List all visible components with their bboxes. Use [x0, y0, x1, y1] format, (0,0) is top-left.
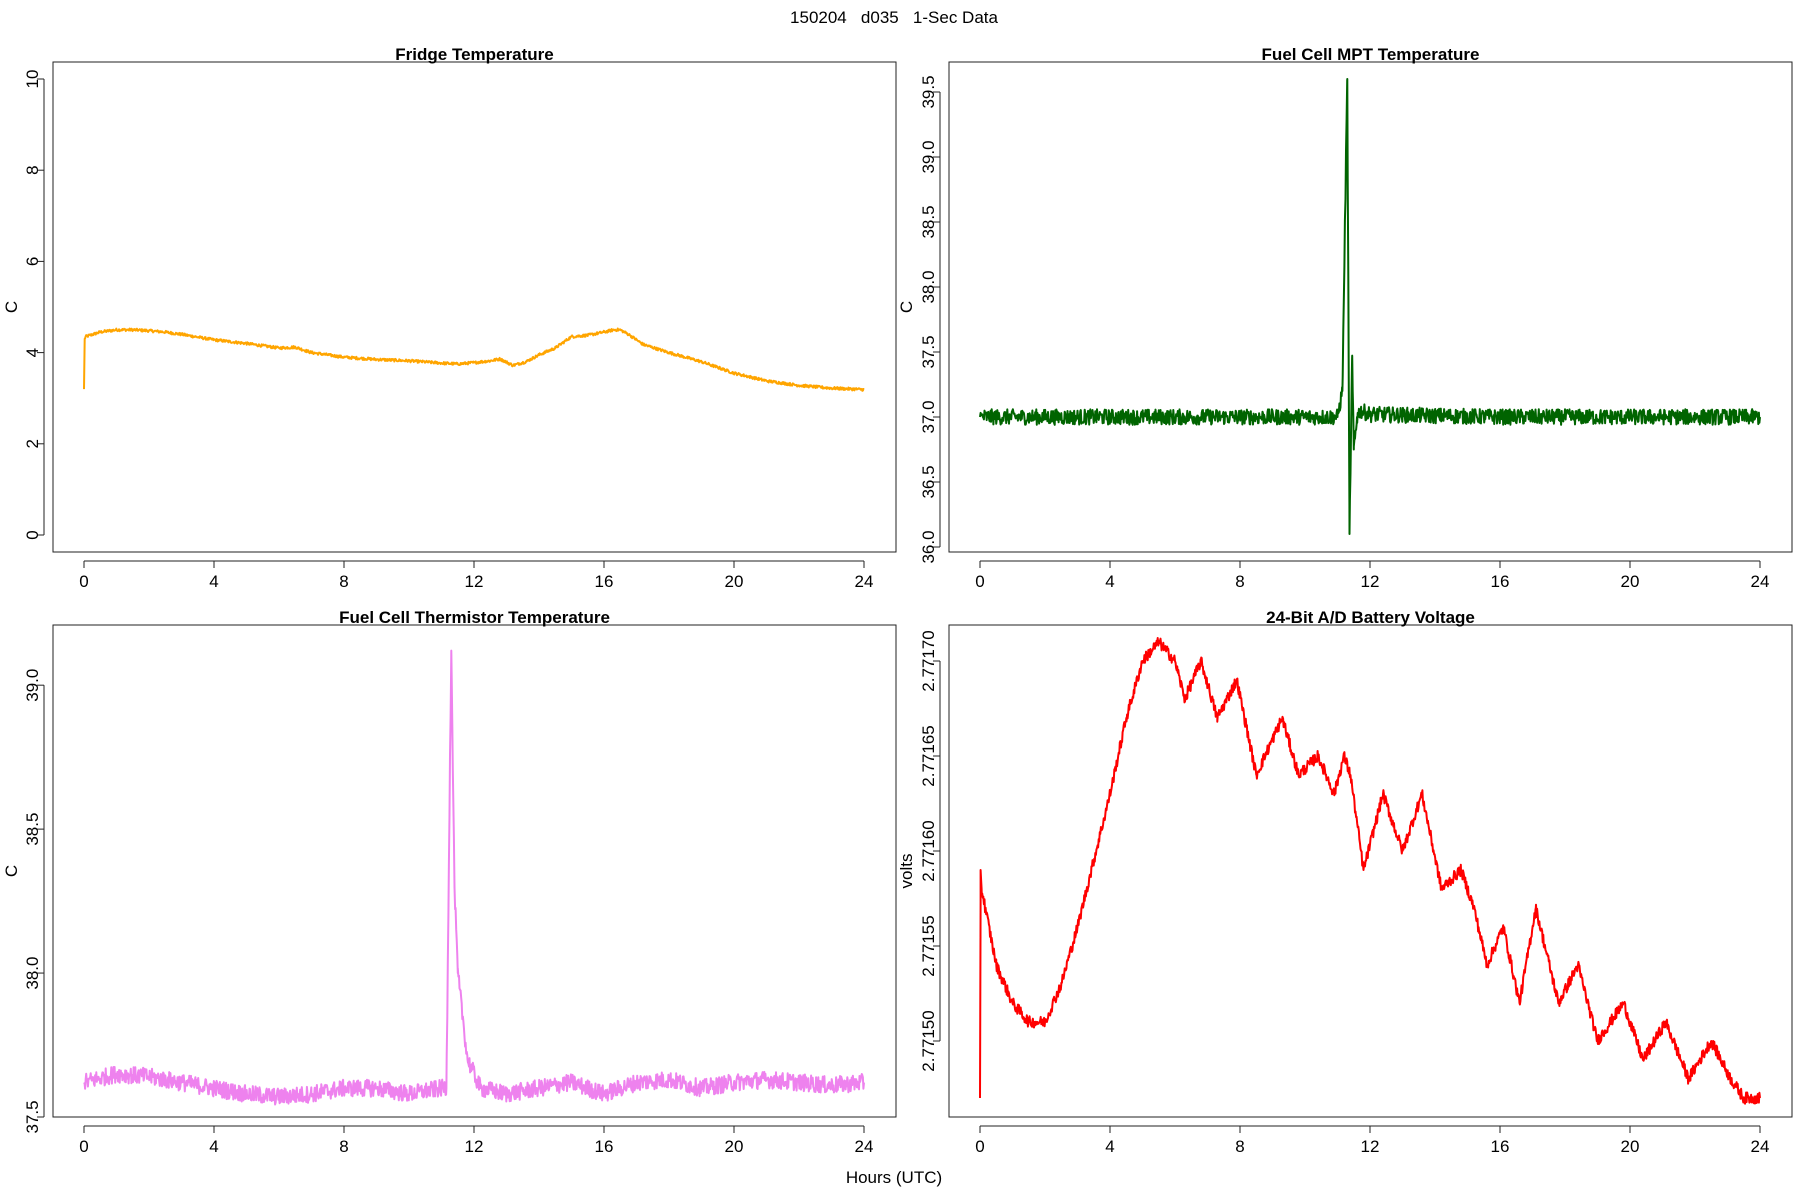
x-tick-label: 8	[339, 572, 348, 591]
y-tick-label: 2.77155	[919, 915, 938, 976]
y-axis-label: C	[897, 301, 916, 313]
x-tick-label: 20	[725, 572, 744, 591]
x-tick-label: 8	[1235, 572, 1244, 591]
x-tick-label: 20	[1621, 572, 1640, 591]
series-line	[83, 327, 865, 392]
plot-frame	[948, 624, 1793, 1118]
y-tick-label: 4	[23, 348, 42, 357]
y-tick-label: 39.0	[23, 669, 42, 702]
x-tick-label: 12	[465, 572, 484, 591]
x-tick-label: 0	[79, 1137, 88, 1156]
y-tick-label: 0	[23, 530, 42, 539]
x-tick-label: 4	[1105, 572, 1114, 591]
x-tick-label: 24	[1751, 1137, 1770, 1156]
x-tick-label: 4	[209, 572, 218, 591]
y-tick-label: 2.77165	[919, 725, 938, 786]
y-tick-label: 2.77160	[919, 820, 938, 881]
x-tick-label: 0	[79, 572, 88, 591]
y-tick-label: 38.0	[919, 270, 938, 303]
y-tick-label: 10	[23, 70, 42, 89]
panel-4: 24-Bit A/D Battery Voltage volts 0 4 8 12 16 20…	[897, 608, 1793, 1156]
x-tick-label: 24	[1751, 572, 1770, 591]
y-tick-label: 8	[23, 165, 42, 174]
panel-title: 24-Bit A/D Battery Voltage	[1266, 608, 1475, 627]
y-axis-label: C	[2, 865, 21, 877]
x-tick-label: 4	[209, 1137, 218, 1156]
series-line	[979, 78, 1761, 535]
y-tick-label: 37.0	[919, 400, 938, 433]
y-tick-label: 37.5	[23, 1100, 42, 1133]
x-tick-label: 20	[1621, 1137, 1640, 1156]
x-tick-label: 8	[1235, 1137, 1244, 1156]
y-tick-label: 36.0	[919, 530, 938, 563]
plot-frame	[52, 61, 897, 553]
y-tick-label: 6	[23, 257, 42, 266]
x-tick-label: 24	[855, 1137, 874, 1156]
x-tick-label: 8	[339, 1137, 348, 1156]
y-axis-label: volts	[897, 854, 916, 889]
x-tick-label: 4	[1105, 1137, 1114, 1156]
series-line	[979, 637, 1761, 1105]
y-tick-label: 2.77150	[919, 1010, 938, 1071]
x-tick-label: 24	[855, 572, 874, 591]
y-tick-label: 2.77170	[919, 630, 938, 691]
panel-title: Fuel Cell Thermistor Temperature	[339, 608, 610, 627]
x-tick-label: 0	[975, 572, 984, 591]
y-tick-label: 37.5	[919, 335, 938, 368]
y-tick-label: 39.5	[919, 75, 938, 108]
x-tick-label: 12	[1361, 572, 1380, 591]
x-tick-label: 0	[975, 1137, 984, 1156]
panel-title: Fridge Temperature	[395, 45, 553, 64]
panel-title: Fuel Cell MPT Temperature	[1262, 45, 1480, 64]
figure-xlabel: Hours (UTC)	[846, 1168, 942, 1187]
x-tick-label: 12	[1361, 1137, 1380, 1156]
x-tick-label: 16	[595, 1137, 614, 1156]
y-tick-label: 39.0	[919, 140, 938, 173]
plot-frame	[52, 624, 897, 1118]
x-tick-label: 12	[465, 1137, 484, 1156]
figure-suptitle: 150204 d035 1-Sec Data	[790, 8, 998, 27]
plot-frame	[948, 61, 1793, 553]
x-tick-label: 20	[725, 1137, 744, 1156]
x-tick-label: 16	[1491, 572, 1510, 591]
y-axis-label: C	[2, 301, 21, 313]
y-tick-label: 38.5	[23, 813, 42, 846]
y-tick-label: 38.0	[23, 957, 42, 990]
panel-2: Fuel Cell MPT Temperature C 0 4 8 12 16 20 24 36.…	[897, 45, 1793, 591]
series-line	[83, 649, 865, 1106]
y-tick-label: 2	[23, 439, 42, 448]
y-tick-label: 36.5	[919, 465, 938, 498]
y-tick-label: 38.5	[919, 205, 938, 238]
panel-3: Fuel Cell Thermistor Temperature C 0 4 8 12 16…	[2, 608, 897, 1156]
x-tick-label: 16	[1491, 1137, 1510, 1156]
x-tick-label: 16	[595, 572, 614, 591]
